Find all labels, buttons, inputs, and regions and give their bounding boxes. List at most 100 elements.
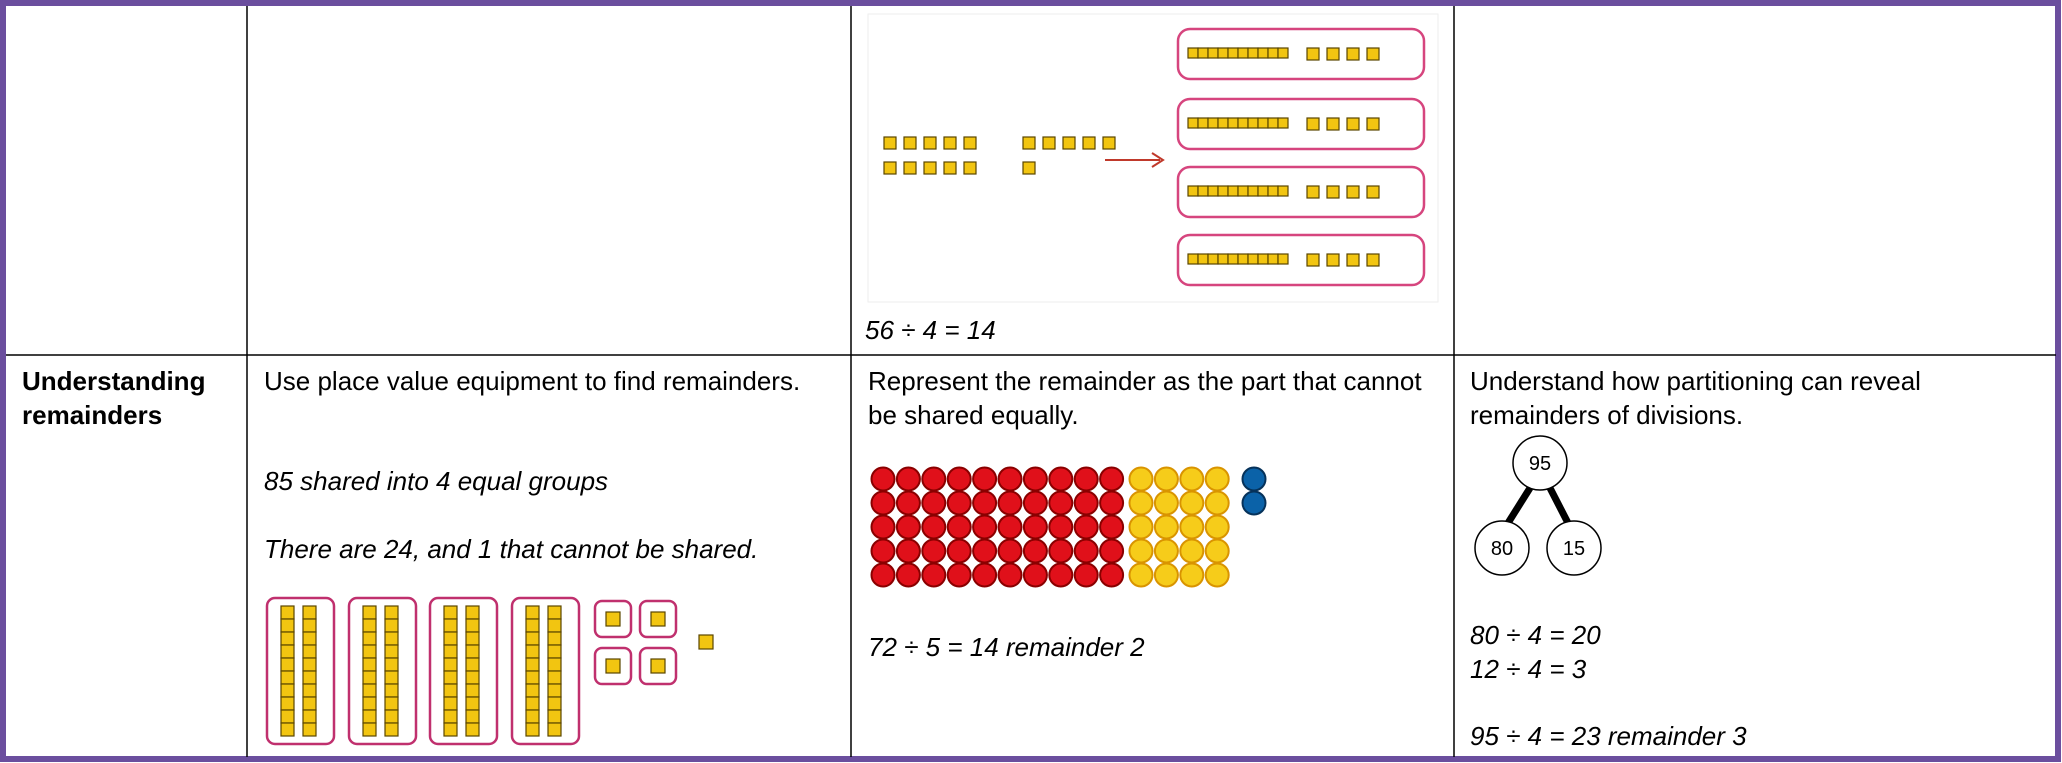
group-box (510, 596, 581, 746)
cube (302, 618, 317, 633)
cube (1267, 47, 1279, 59)
cube (384, 722, 399, 737)
cube (883, 136, 897, 150)
cube (1326, 253, 1340, 267)
counter (972, 562, 998, 588)
cube (443, 644, 458, 659)
cube (1346, 253, 1360, 267)
counter (1204, 538, 1230, 564)
cube (1306, 185, 1320, 199)
instruction: Represent the remainder as the part that… (868, 366, 1422, 430)
cube (1306, 47, 1320, 61)
cube (1197, 185, 1209, 197)
instruction: Use place value equipment to find remain… (264, 366, 801, 396)
cube (1257, 47, 1269, 59)
counter (1073, 514, 1099, 540)
cube (302, 696, 317, 711)
cube (1197, 253, 1209, 265)
cube (525, 605, 540, 620)
cube (362, 696, 377, 711)
cube (1217, 117, 1229, 129)
cube (547, 722, 562, 737)
group-box (1176, 97, 1426, 151)
cube (280, 631, 295, 646)
cube (1277, 47, 1289, 59)
cube (963, 136, 977, 150)
group-box (1176, 27, 1426, 81)
cube (1306, 253, 1320, 267)
cube (525, 618, 540, 633)
cube (1207, 117, 1219, 129)
cube (384, 605, 399, 620)
equation: 12 ÷ 4 = 3 (1470, 654, 1587, 684)
cube (1217, 47, 1229, 59)
cube (1187, 47, 1199, 59)
cube (280, 696, 295, 711)
cube (547, 631, 562, 646)
counter (1048, 490, 1074, 516)
cube (943, 136, 957, 150)
cube (1062, 136, 1076, 150)
cube (302, 683, 317, 698)
counter (895, 466, 921, 492)
cube (384, 657, 399, 672)
cube (1197, 47, 1209, 59)
cube (443, 631, 458, 646)
counter (921, 514, 947, 540)
instruction: Understand how partitioning can reveal r… (1470, 366, 1921, 430)
counter (1153, 538, 1179, 564)
counter (1099, 490, 1125, 516)
part: 80 (1491, 538, 1513, 560)
cube (1217, 253, 1229, 265)
cube (1326, 185, 1340, 199)
group-box (1176, 233, 1426, 287)
counter (921, 538, 947, 564)
counter (870, 562, 896, 588)
arrow-head (1151, 152, 1165, 168)
counter (895, 538, 921, 564)
cube (903, 161, 917, 175)
cube (1277, 117, 1289, 129)
counter (972, 466, 998, 492)
cube (1257, 253, 1269, 265)
cube (443, 722, 458, 737)
cube (1267, 117, 1279, 129)
counter (1048, 466, 1074, 492)
cube (302, 605, 317, 620)
cube (302, 631, 317, 646)
cube (362, 631, 377, 646)
cube (362, 605, 377, 620)
cube (1227, 185, 1239, 197)
cube (443, 605, 458, 620)
counter (870, 538, 896, 564)
counter (921, 562, 947, 588)
counter (997, 514, 1023, 540)
cube (1277, 185, 1289, 197)
counter (1153, 514, 1179, 540)
cube (547, 709, 562, 724)
counter (870, 514, 896, 540)
cube (1366, 185, 1380, 199)
group-box (265, 596, 336, 746)
part-whole (1474, 435, 1602, 576)
counter (946, 538, 972, 564)
cube (362, 683, 377, 698)
cube (1237, 117, 1249, 129)
counter (1179, 466, 1205, 492)
cube (465, 644, 480, 659)
cube (547, 683, 562, 698)
cube (1237, 253, 1249, 265)
cube (465, 683, 480, 698)
counter (1022, 490, 1048, 516)
cube (525, 670, 540, 685)
counter (1022, 466, 1048, 492)
counter (972, 490, 998, 516)
cube (605, 611, 621, 627)
image-frame (867, 13, 1439, 303)
counter (1179, 538, 1205, 564)
counter (972, 538, 998, 564)
cube (465, 670, 480, 685)
cube (547, 696, 562, 711)
counter (946, 562, 972, 588)
